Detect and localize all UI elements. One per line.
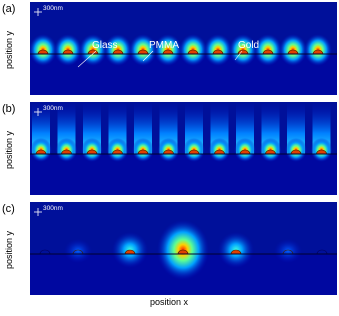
annotation-leader (77, 50, 97, 68)
y-axis-label: position y (4, 30, 14, 69)
annotation-leader (234, 50, 243, 61)
field-map: 300nm (30, 102, 337, 195)
scale-label: 300nm (43, 105, 63, 112)
panel-label: (b) (2, 103, 15, 115)
y-axis-label: position y (4, 130, 14, 169)
field-map: 300nm (30, 202, 337, 295)
field-glow (64, 239, 92, 263)
field-glow (274, 239, 302, 263)
panel-label: (c) (2, 203, 15, 215)
annotation: Glass (92, 40, 118, 51)
panel-label: (a) (2, 3, 15, 15)
scale-label: 300nm (43, 205, 63, 212)
scale-label: 300nm (43, 5, 63, 12)
annotation: PMMA (149, 40, 179, 51)
field-map: 300nm Glass PMMA Gold (30, 2, 337, 95)
y-axis-label: position y (4, 230, 14, 269)
annotation: Gold (238, 40, 259, 51)
x-axis-label: position x (150, 297, 189, 307)
annotation-leader (142, 50, 154, 62)
substrate (30, 154, 337, 195)
